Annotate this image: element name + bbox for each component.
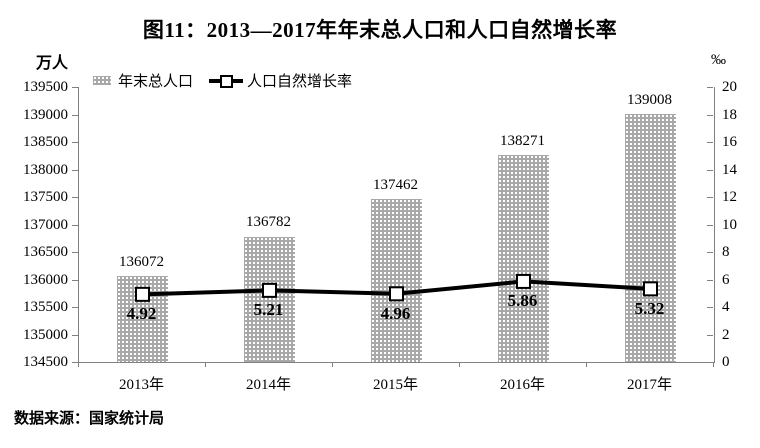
left-axis-tick-label: 135500 [23,299,68,315]
chart-title: 图11：2013—2017年年末总人口和人口自然增长率 [142,18,618,42]
bar-value-label: 138271 [500,132,545,149]
right-axis-tick-label: 14 [722,161,737,178]
x-axis-tick-mark [713,362,714,367]
right-axis-unit-label: ‰ [711,52,726,68]
line-marker-icon [262,282,277,298]
legend-bar-label: 年末总人口 [118,73,194,90]
x-axis-category-label: 2017年 [626,377,672,393]
x-axis-tick-mark [332,362,333,367]
left-axis-tick-mark [72,142,78,143]
line-marker-icon [643,281,658,297]
bar-value-label: 137462 [373,177,418,194]
right-axis-tick-label: 16 [722,134,737,150]
left-axis-tick-label: 137000 [23,216,68,233]
left-axis-tick-mark [72,279,78,281]
x-axis-tick-mark [78,362,79,367]
right-axis-tick-mark [707,252,713,253]
right-axis-tick-label: 4 [722,299,730,315]
data-source-note: 数据来源：国家统计局 [14,410,165,427]
line-marker-icon [135,286,150,302]
bar-value-label: 139008 [627,92,672,109]
left-axis-tick-label: 138500 [23,134,68,150]
right-axis-tick-mark [707,169,713,171]
left-axis-tick-label: 136500 [23,244,68,260]
line-marker-icon [389,286,404,302]
left-axis-tick-label: 134500 [23,354,68,370]
x-axis-tick-mark [205,362,206,367]
right-axis-tick-label: 6 [722,271,730,288]
right-axis-tick-mark [707,142,713,143]
right-axis-tick-mark [707,224,713,226]
growth-rate-line [135,273,658,302]
total-population-bar [371,199,422,362]
left-axis-tick-mark [72,114,78,116]
left-axis-tick-mark [72,87,78,88]
bar-value-label: 136072 [119,253,164,270]
left-axis-tick-mark [72,197,78,198]
line-value-label: 4.96 [380,303,411,323]
right-axis-tick-mark [707,362,713,363]
chart-legend: 年末总人口 人口自然增长率 [93,71,353,90]
left-axis-tick-label: 135000 [23,326,68,343]
left-axis-tick-mark [72,307,78,308]
right-axis-tick-label: 10 [722,216,737,233]
x-axis-category-label: 2015年 [372,377,418,393]
left-axis-tick-label: 137500 [23,189,68,205]
bar-series-swatch-icon [93,75,111,85]
right-axis-tick-label: 12 [722,189,737,205]
left-axis-tick-label: 138000 [23,161,68,178]
left-axis-tick-mark [72,224,78,226]
line-marker-icon [516,273,531,289]
x-axis-category-label: 2016年 [499,377,545,393]
line-value-label: 5.86 [507,291,538,311]
total-population-bar [244,236,295,362]
right-axis-tick-mark [707,197,713,198]
right-axis-tick-mark [707,114,713,116]
left-axis-tick-mark [72,362,78,363]
left-axis-tick-mark [72,252,78,253]
total-population-bar [625,114,676,362]
right-axis-tick-label: 20 [722,79,737,95]
right-axis-tick-mark [707,279,713,281]
left-axis-tick-label: 136000 [23,271,68,288]
left-axis-tick-label: 139000 [23,106,68,123]
total-population-bar [498,154,549,362]
legend-line-label: 人口自然增长率 [247,73,353,90]
right-axis-tick-label: 18 [722,106,737,123]
line-value-label: 5.21 [253,300,284,320]
right-axis-tick-label: 2 [722,326,730,343]
right-axis-tick-label: 8 [722,244,730,260]
line-value-label: 5.32 [634,298,665,318]
line-series-marker-icon [209,74,244,88]
x-axis-category-label: 2014年 [245,377,291,393]
left-axis-tick-mark [72,334,78,336]
x-axis-tick-mark [586,362,587,367]
line-value-label: 4.92 [126,304,157,324]
x-axis-tick-mark [459,362,460,367]
bar-value-label: 136782 [246,214,291,231]
left-axis-tick-label: 139500 [23,79,68,95]
right-axis-tick-label: 0 [722,354,730,370]
plot-area [78,87,715,363]
right-axis-tick-mark [707,87,713,88]
x-axis-category-label: 2013年 [118,377,164,393]
right-axis-tick-mark [707,334,713,336]
left-axis-tick-mark [72,169,78,171]
left-axis-unit-label: 万人 [36,55,69,72]
right-axis-tick-mark [707,307,713,308]
